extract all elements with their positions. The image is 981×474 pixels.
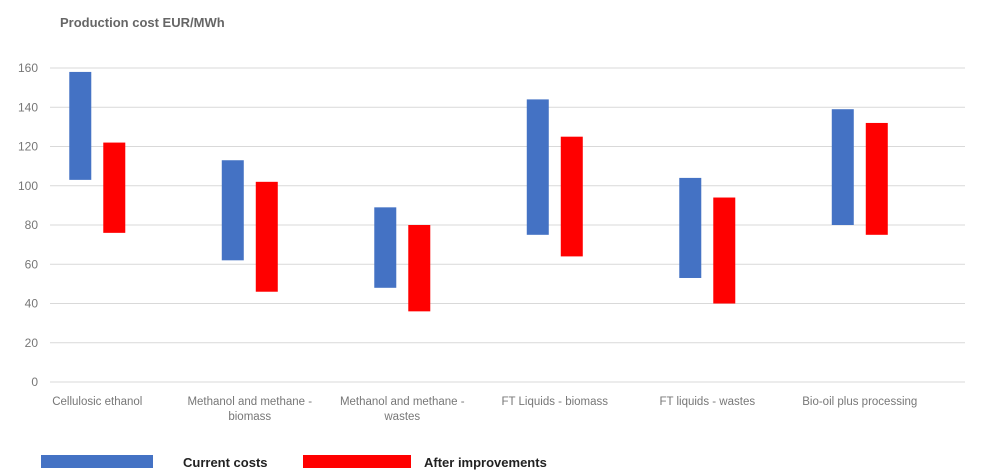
y-tick-label: 140 [18,100,38,114]
x-axis-category-labels: Cellulosic ethanol Methanol and methane -… [52,396,917,423]
y-tick-label: 40 [25,297,39,311]
bar-current-5 [831,109,854,225]
x-category-label: Methanol and methane -biomass [187,396,312,423]
y-tick-label: 120 [18,140,38,154]
legend-label-0: Current costs [183,455,268,470]
y-tick-label: 60 [25,257,39,271]
bar-after-2 [408,225,431,312]
bar-current-4 [679,177,702,278]
x-category-label: Cellulosic ethanol [52,396,142,408]
x-category-label: FT liquids - wastes [659,396,755,408]
x-category-label: Bio-oil plus processing [802,396,917,408]
bar-current-1 [221,160,244,261]
y-tick-label: 0 [31,375,38,389]
x-category-label: FT Liquids - biomass [502,396,609,408]
y-tick-label: 160 [18,61,38,75]
y-tick-label: 20 [25,336,39,350]
legend: Current costs After improvements [41,455,547,470]
legend-label-1: After improvements [424,455,547,470]
bar-after-1 [255,181,278,292]
x-category-label: Methanol and methane -wastes [340,396,465,423]
bar-current-2 [374,207,397,288]
y-tick-label: 100 [18,179,38,193]
bars [69,71,888,312]
chart-title: Production cost EUR/MWh [60,15,225,30]
bar-current-3 [526,99,549,235]
legend-swatch-1 [303,455,411,468]
bar-after-3 [560,136,583,257]
bar-current-0 [69,71,92,180]
bar-after-5 [865,122,888,235]
y-tick-label: 80 [25,218,39,232]
bar-after-0 [103,142,126,233]
legend-swatch-0 [41,455,153,468]
bar-after-4 [713,197,736,304]
y-axis-ticks: 0 20 40 60 80 100 120 140 160 [18,61,38,389]
gridlines [50,67,965,383]
